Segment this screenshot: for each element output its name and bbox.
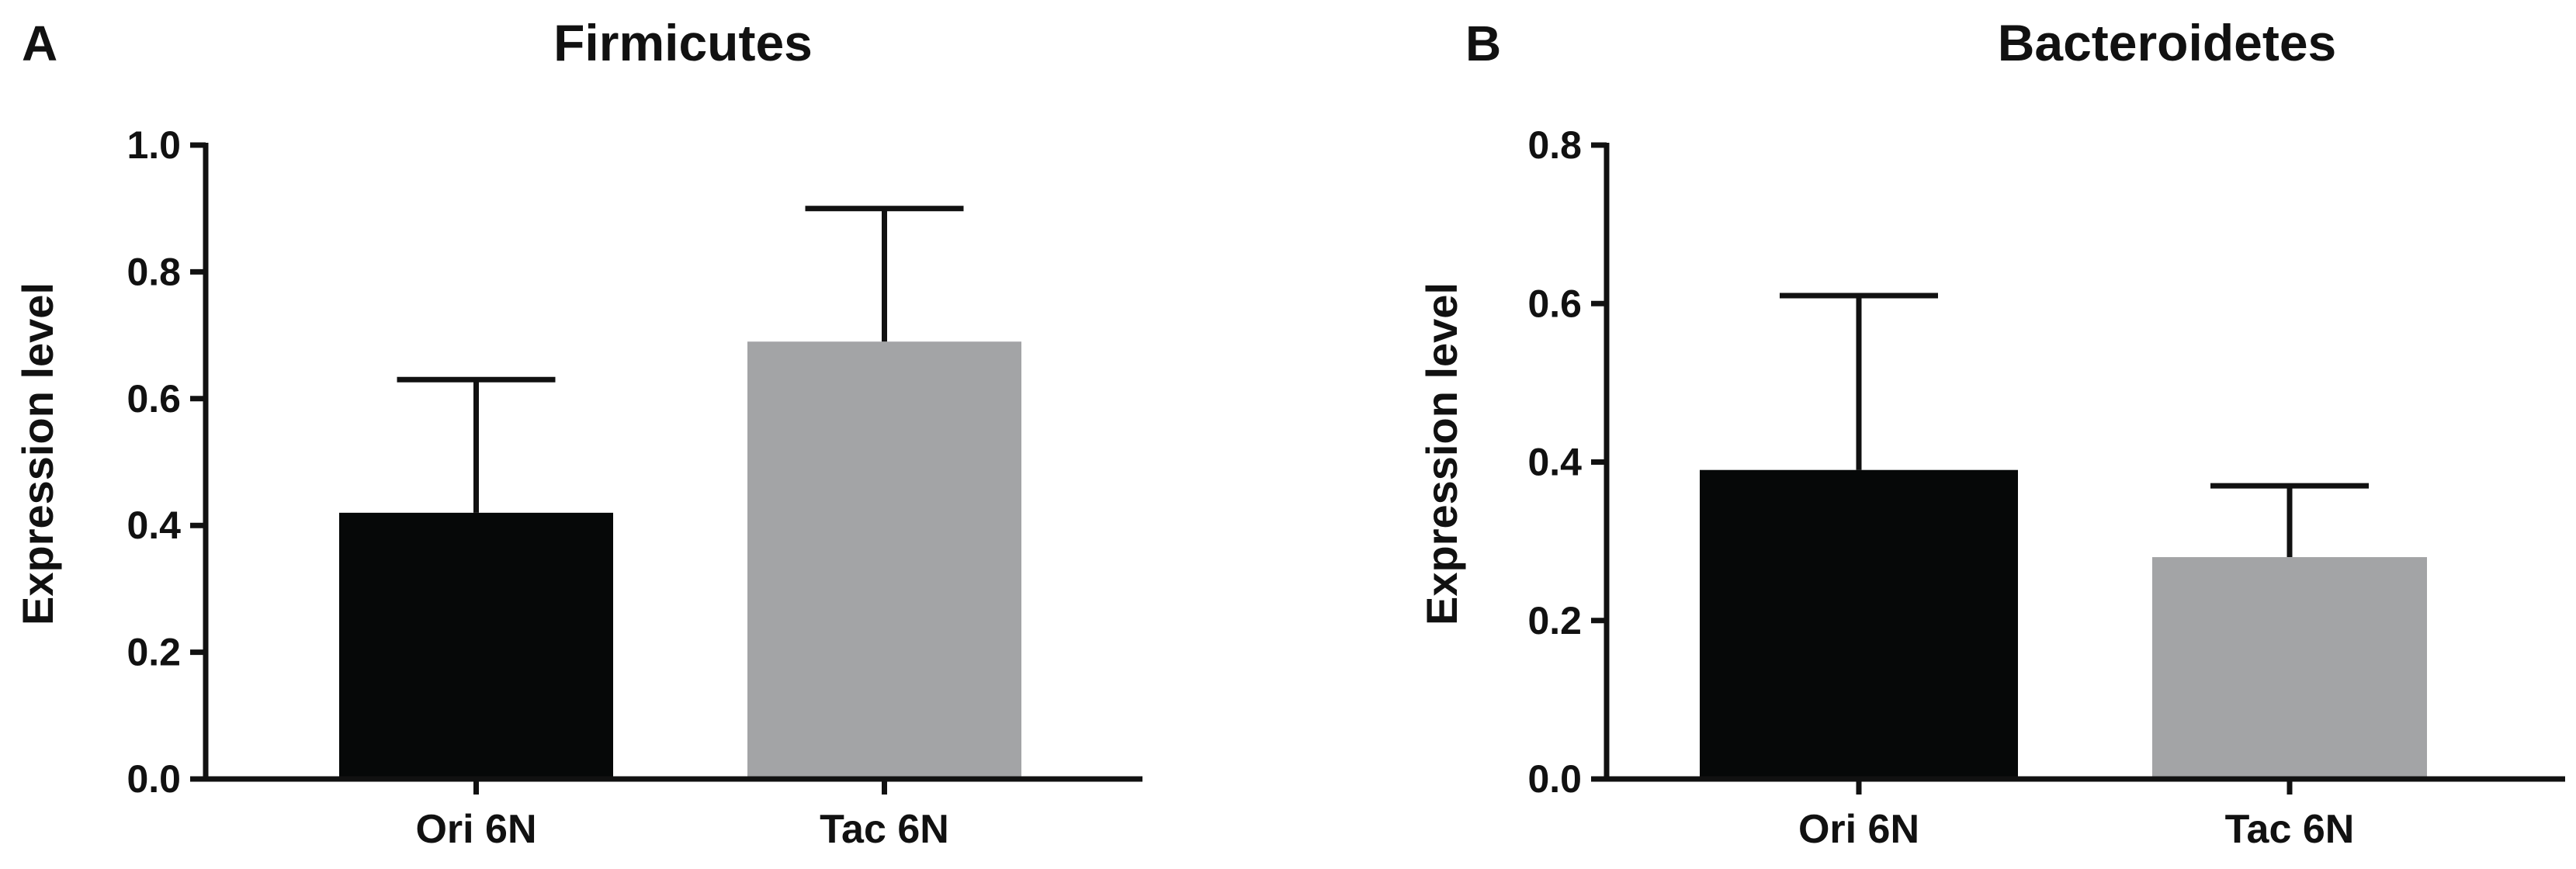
y-ticks-group: 0.0 0.2 0.4 0.6 0.8 1.0 (127, 123, 206, 801)
y-axis-label: Expression level (1417, 282, 1466, 625)
error-bars-group (397, 206, 964, 513)
y-tick-label: 0.6 (127, 377, 181, 421)
y-tick-label: 0.4 (1527, 441, 1582, 484)
bars-group (339, 341, 1021, 779)
y-tick-label: 0.8 (1527, 123, 1582, 167)
y-tick-label: 0.2 (1527, 599, 1582, 642)
bars-group (1700, 469, 2427, 779)
y-tick-label: 0.2 (127, 631, 181, 674)
x-categories-group: Ori 6N Tac 6N (415, 779, 949, 852)
chart-title: Bacteroidetes (1998, 14, 2337, 71)
bar-tac-6n (747, 341, 1021, 779)
bar-tac-6n (2152, 557, 2427, 779)
axes-group (203, 143, 1142, 782)
y-tick-label: 0.0 (127, 757, 181, 801)
x-categories-group: Ori 6N Tac 6N (1798, 779, 2354, 852)
x-category-label: Ori 6N (1798, 807, 1919, 852)
y-axis-label: Expression level (13, 282, 62, 625)
y-tick-label: 0.6 (1527, 282, 1582, 325)
panel-a-firmicutes: A Firmicutes Expression level 0.00.20.40… (13, 14, 1142, 852)
panel-label: A (22, 16, 57, 71)
y-tick-label: 0.0 (1527, 757, 1582, 801)
panel-b-bacteroidetes: B Bacteroidetes Expression level 0.00.20… (1417, 14, 2565, 852)
bar-ori-6n (1700, 469, 2018, 779)
y-ticks-group: 0.0 0.2 0.4 0.6 0.8 (1527, 123, 1607, 801)
x-category-label: Tac 6N (820, 807, 949, 852)
x-category-label: Ori 6N (415, 807, 536, 852)
y-tick-label: 0.8 (127, 250, 181, 293)
bar-ori-6n (339, 512, 613, 779)
x-category-label: Tac 6N (2225, 807, 2355, 852)
error-bars-group (1780, 293, 2369, 558)
chart-title: Firmicutes (553, 14, 813, 71)
y-tick-label: 0.4 (127, 504, 181, 547)
panel-label: B (1465, 16, 1501, 71)
y-tick-label: 1.0 (127, 123, 181, 167)
